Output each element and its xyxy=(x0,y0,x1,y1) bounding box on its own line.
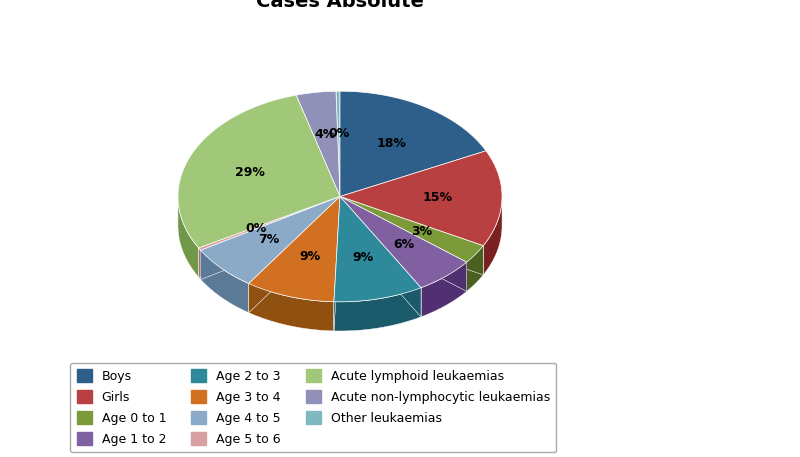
Polygon shape xyxy=(249,197,340,302)
Polygon shape xyxy=(340,197,466,292)
Polygon shape xyxy=(340,91,486,197)
Polygon shape xyxy=(340,151,502,246)
Polygon shape xyxy=(178,95,340,248)
Text: 0%: 0% xyxy=(328,127,350,140)
Polygon shape xyxy=(340,197,466,292)
Text: 18%: 18% xyxy=(377,137,406,149)
Text: 4%: 4% xyxy=(315,128,336,140)
Title: Cases Absolute: Cases Absolute xyxy=(256,0,424,11)
Text: 0%: 0% xyxy=(245,222,266,234)
Polygon shape xyxy=(249,197,340,313)
Polygon shape xyxy=(466,246,483,292)
Polygon shape xyxy=(340,197,466,288)
Polygon shape xyxy=(483,197,502,275)
Polygon shape xyxy=(421,262,466,317)
Text: 9%: 9% xyxy=(299,250,320,263)
Text: 9%: 9% xyxy=(353,251,374,264)
Polygon shape xyxy=(340,197,421,317)
Polygon shape xyxy=(334,197,340,331)
Polygon shape xyxy=(198,197,340,277)
Polygon shape xyxy=(198,197,340,250)
Polygon shape xyxy=(340,197,483,275)
Polygon shape xyxy=(334,197,340,331)
Text: 3%: 3% xyxy=(410,225,432,238)
Polygon shape xyxy=(201,197,340,280)
Polygon shape xyxy=(198,197,340,277)
Polygon shape xyxy=(198,248,201,280)
Text: 7%: 7% xyxy=(258,233,280,246)
Polygon shape xyxy=(249,197,340,313)
Polygon shape xyxy=(296,91,340,197)
Polygon shape xyxy=(336,91,340,197)
Legend: Boys, Girls, Age 0 to 1, Age 1 to 2, Age 2 to 3, Age 3 to 4, Age 4 to 5, Age 5 t: Boys, Girls, Age 0 to 1, Age 1 to 2, Age… xyxy=(70,363,556,452)
Polygon shape xyxy=(201,197,340,283)
Text: 15%: 15% xyxy=(422,191,452,204)
Text: 29%: 29% xyxy=(235,166,265,179)
Polygon shape xyxy=(340,197,483,262)
Text: 6%: 6% xyxy=(393,238,414,251)
Polygon shape xyxy=(340,197,421,317)
Polygon shape xyxy=(201,250,249,313)
Polygon shape xyxy=(340,197,483,275)
Polygon shape xyxy=(249,283,334,331)
Polygon shape xyxy=(334,288,421,331)
Polygon shape xyxy=(178,197,198,277)
Polygon shape xyxy=(334,197,421,302)
Polygon shape xyxy=(201,197,340,280)
